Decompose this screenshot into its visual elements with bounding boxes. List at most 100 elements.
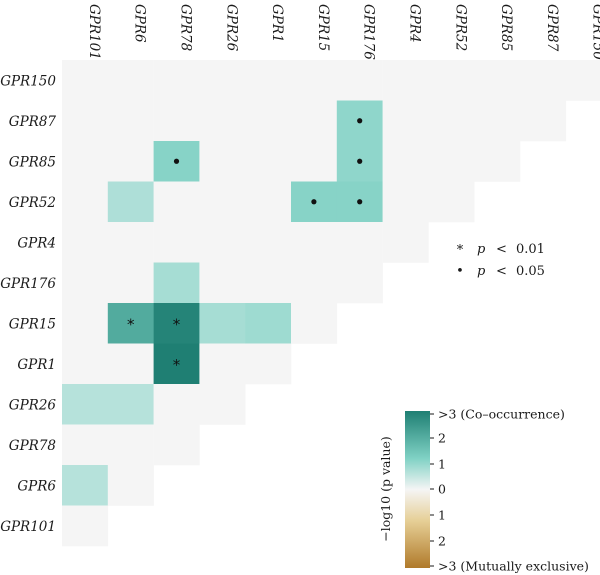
heatmap-cell-gpr150-gpr1 xyxy=(245,60,292,101)
colorbar-tick-label: >3 (Mutually exclusive) xyxy=(438,559,589,574)
heatmap-cell-gpr52-gpr1 xyxy=(245,181,292,223)
heatmap-cell-gpr150-gpr15 xyxy=(291,60,338,101)
heatmap-cell-gpr1-gpr26 xyxy=(199,343,246,385)
heatmap-cell-gpr4-gpr101 xyxy=(62,222,109,263)
significance-star: * xyxy=(173,315,181,333)
heatmap-cell-gpr85-gpr15 xyxy=(291,141,338,182)
heatmap-cell-gpr26-gpr101 xyxy=(62,384,109,425)
heatmap-cell-gpr85-gpr52 xyxy=(428,141,475,182)
colorbar-tick-label: 1 xyxy=(438,508,446,523)
heatmap-cell-gpr85-gpr6 xyxy=(107,141,154,182)
heatmap-cell-gpr176-gpr1 xyxy=(245,262,292,304)
heatmap-cell-gpr52-gpr6 xyxy=(107,181,154,223)
heatmap-cell-gpr150-gpr6 xyxy=(107,60,154,101)
heatmap-cell-gpr85-gpr26 xyxy=(199,141,246,182)
heatmap-cell-gpr87-gpr87 xyxy=(520,100,567,142)
heatmap-cell-gpr4-gpr1 xyxy=(245,222,292,263)
column-label-gpr4: GPR4 xyxy=(407,4,423,43)
colorbar-tick-label: 2 xyxy=(438,534,446,549)
heatmap-cell-gpr176-gpr15 xyxy=(291,262,338,304)
significance-legend: * p < 0.01 • p < 0.05 xyxy=(456,242,545,279)
heatmap-cell-gpr87-gpr1 xyxy=(245,100,292,142)
heatmap-cell-gpr150-gpr101 xyxy=(62,60,109,101)
heatmap-cell-gpr1-gpr101 xyxy=(62,343,109,385)
heatmap-cell-gpr150-gpr176 xyxy=(336,60,383,101)
heatmap-cell-gpr87-gpr15 xyxy=(291,100,338,142)
heatmap-cell-gpr52-gpr52 xyxy=(428,181,475,223)
legend-star-p: p xyxy=(477,242,486,257)
heatmap-cell-gpr1-gpr78 xyxy=(153,343,200,385)
colorbar-tick-label: 2 xyxy=(438,431,446,446)
column-label-gpr26: GPR26 xyxy=(223,4,239,52)
heatmap-cells xyxy=(62,60,600,547)
heatmap-cell-gpr87-gpr52 xyxy=(428,100,475,142)
significance-dot xyxy=(311,199,317,205)
legend-star-op: < xyxy=(496,242,507,257)
colorbar-title: −log10 (p value) xyxy=(378,436,393,542)
colorbar-ticks: >3 (Co–occurrence) 2 1 0 1 2 >3 (Mutually excl… xyxy=(430,407,589,574)
heatmap-cell-gpr150-gpr52 xyxy=(428,60,475,101)
row-label-gpr15: GPR15 xyxy=(9,316,56,332)
column-label-gpr176: GPR176 xyxy=(361,4,377,60)
column-label-gpr85: GPR85 xyxy=(498,4,514,51)
heatmap-cell-gpr176-gpr78 xyxy=(153,262,200,304)
heatmap-cell-gpr4-gpr26 xyxy=(199,222,246,263)
legend-dot-symbol: • xyxy=(456,264,464,279)
significance-dot xyxy=(173,158,180,164)
row-label-gpr26: GPR26 xyxy=(9,397,57,413)
heatmap-cell-gpr26-gpr78 xyxy=(153,384,200,425)
heatmap-cell-gpr87-gpr26 xyxy=(199,100,246,142)
row-label-gpr78: GPR78 xyxy=(9,438,57,454)
heatmap-cell-gpr150-gpr26 xyxy=(199,60,246,101)
heatmap-cell-gpr85-gpr4 xyxy=(382,141,429,182)
column-label-gpr1: GPR1 xyxy=(269,4,285,43)
significance-dot xyxy=(357,118,363,124)
significance-dot xyxy=(357,158,363,164)
row-label-gpr176: GPR176 xyxy=(0,276,56,292)
heatmap-cell-gpr150-gpr78 xyxy=(153,60,200,101)
heatmap-cell-gpr87-gpr78 xyxy=(153,100,200,142)
significance-marks: * * * xyxy=(127,118,363,374)
heatmap-cell-gpr85-gpr1 xyxy=(245,141,292,182)
column-label-gpr15: GPR15 xyxy=(315,4,331,51)
heatmap-cell-gpr176-gpr6 xyxy=(107,262,154,304)
heatmap-cell-gpr52-gpr26 xyxy=(199,181,246,223)
heatmap-cell-gpr78-gpr6 xyxy=(107,424,154,466)
heatmap-cell-gpr150-gpr85 xyxy=(474,60,521,101)
column-label-gpr87: GPR87 xyxy=(544,4,560,52)
column-labels: GPR101 GPR6 GPR78 GPR26 GPR1 GPR15 GPR176 GPR4 G… xyxy=(86,4,600,60)
row-label-gpr85: GPR85 xyxy=(9,154,56,170)
heatmap-cell-gpr4-gpr15 xyxy=(291,222,338,263)
heatmap-cell-gpr150-gpr4 xyxy=(382,60,429,101)
heatmap-cell-gpr87-gpr6 xyxy=(107,100,154,142)
colorbar-tick-label: 0 xyxy=(438,482,446,497)
heatmap-cell-gpr101-gpr101 xyxy=(62,505,109,547)
significance-dot xyxy=(357,199,363,205)
heatmap-cell-gpr6-gpr101 xyxy=(62,465,109,506)
significance-star: * xyxy=(173,356,181,374)
column-label-gpr101: GPR101 xyxy=(86,4,102,60)
heatmap-cell-gpr87-gpr85 xyxy=(474,100,521,142)
column-label-gpr6: GPR6 xyxy=(132,4,148,43)
column-label-gpr78: GPR78 xyxy=(178,4,194,52)
heatmap-cell-gpr26-gpr26 xyxy=(199,384,246,425)
row-label-gpr1: GPR1 xyxy=(17,357,56,373)
legend-star-symbol: * xyxy=(457,243,464,258)
row-label-gpr101: GPR101 xyxy=(0,519,56,535)
row-label-gpr4: GPR4 xyxy=(17,235,56,251)
heatmap-cell-gpr4-gpr176 xyxy=(336,222,383,263)
row-label-gpr52: GPR52 xyxy=(9,195,56,211)
heatmap-cell-gpr15-gpr15 xyxy=(291,303,338,344)
legend-dot-p: p xyxy=(477,264,486,279)
heatmap-cell-gpr150-gpr150 xyxy=(565,60,600,101)
heatmap-cell-gpr176-gpr101 xyxy=(62,262,109,304)
heatmap-cell-gpr150-gpr87 xyxy=(520,60,567,101)
legend-dot-op: < xyxy=(496,264,507,279)
column-label-gpr52: GPR52 xyxy=(452,4,468,51)
heatmap-cell-gpr78-gpr78 xyxy=(153,424,200,466)
heatmap-cell-gpr176-gpr176 xyxy=(336,262,383,304)
heatmap-cell-gpr26-gpr6 xyxy=(107,384,154,425)
heatmap-cell-gpr176-gpr26 xyxy=(199,262,246,304)
heatmap-cell-gpr4-gpr4 xyxy=(382,222,429,263)
